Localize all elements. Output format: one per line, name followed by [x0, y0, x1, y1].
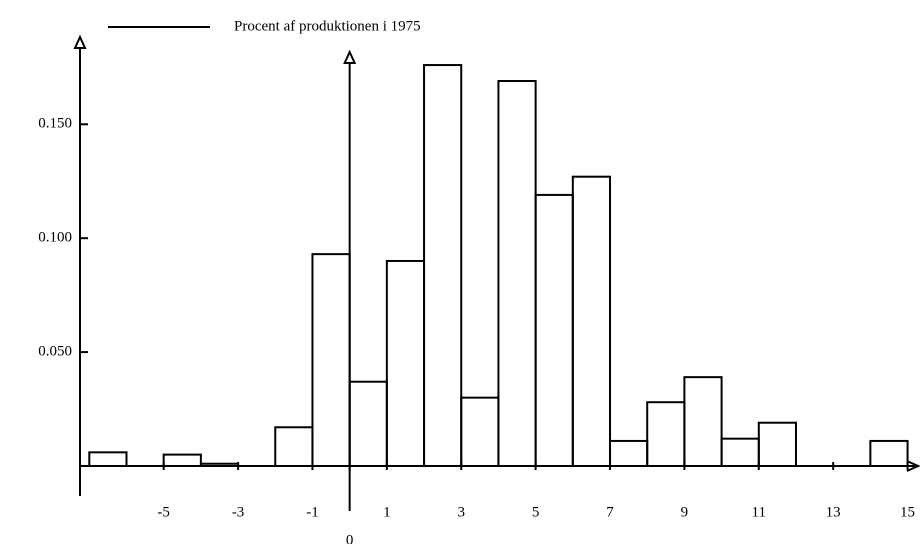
- left-axis-arrow: [73, 34, 87, 49]
- histogram-bar: [88, 451, 128, 467]
- y-tick-label: 0.100: [38, 230, 72, 246]
- histogram-bar: [609, 439, 649, 467]
- histogram-bar: [646, 401, 686, 467]
- x-tick-label: -1: [306, 504, 319, 520]
- histogram-bar: [534, 193, 574, 467]
- x-tick-label: 9: [681, 504, 689, 520]
- histogram-bar: [385, 259, 426, 467]
- histogram-bar: [460, 396, 500, 467]
- histogram-bar: [311, 253, 351, 467]
- histogram-bar: [348, 380, 388, 468]
- histogram-bar: [869, 439, 909, 467]
- x-tick-label: 1: [383, 504, 391, 520]
- x-tick-label: 0: [346, 532, 354, 544]
- histogram-bar: [571, 175, 612, 468]
- x-tick-label: 5: [532, 504, 540, 520]
- histogram-bar: [162, 453, 202, 467]
- histogram-bar: [720, 437, 760, 468]
- x-tick-label: 3: [457, 504, 465, 520]
- x-tick-label: -5: [157, 504, 170, 520]
- x-axis-arrow: [906, 460, 920, 472]
- y-tick-label: 0.150: [38, 116, 72, 132]
- histogram-bar: [199, 462, 240, 467]
- x-tick-label: 11: [752, 504, 766, 520]
- y-axis-arrow: [343, 49, 357, 64]
- legend-label: Procent af produktionen i 1975: [234, 18, 421, 34]
- y-tick-label: 0.050: [38, 344, 72, 360]
- x-tick-label: 13: [826, 504, 841, 520]
- x-tick-label: 7: [606, 504, 614, 520]
- x-tick-label: -3: [232, 504, 245, 520]
- histogram-bar: [274, 426, 314, 468]
- histogram-bar: [423, 64, 463, 467]
- histogram-bar: [683, 376, 723, 468]
- x-tick-label: 15: [900, 504, 915, 520]
- histogram-bar: [497, 80, 537, 468]
- histogram-bar: [757, 421, 797, 468]
